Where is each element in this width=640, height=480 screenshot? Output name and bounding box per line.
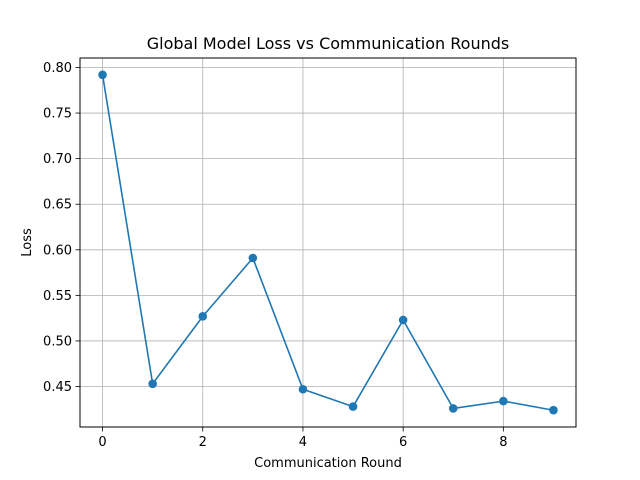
data-point bbox=[398, 315, 408, 325]
series-layer bbox=[98, 70, 558, 415]
y-axis-label: Loss bbox=[20, 228, 35, 257]
y-tick-label: 0.60 bbox=[43, 243, 72, 258]
y-tick-label: 0.70 bbox=[43, 152, 72, 167]
data-point bbox=[248, 253, 258, 263]
data-point bbox=[198, 312, 208, 321]
y-tick-label: 0.55 bbox=[43, 289, 72, 304]
y-tick-label: 0.50 bbox=[43, 334, 72, 349]
data-point bbox=[448, 404, 458, 413]
data-point bbox=[98, 70, 107, 80]
x-tick-label: 2 bbox=[199, 435, 207, 450]
x-tick-label: 6 bbox=[399, 435, 407, 450]
y-tick-label: 0.65 bbox=[43, 198, 72, 213]
x-tick-label: 4 bbox=[299, 435, 307, 450]
y-tick-label: 0.75 bbox=[43, 107, 72, 122]
grid bbox=[80, 58, 576, 427]
y-tick-label: 0.45 bbox=[43, 380, 72, 395]
data-point bbox=[549, 405, 558, 415]
data-point bbox=[499, 396, 508, 406]
data-point bbox=[148, 379, 157, 389]
series-line bbox=[101, 74, 554, 412]
y-tick-label: 0.80 bbox=[43, 61, 72, 76]
plot-frame bbox=[79, 57, 577, 428]
x-tick-label: 8 bbox=[499, 435, 507, 450]
data-point bbox=[298, 384, 308, 394]
chart-title: Global Model Loss vs Communication Round… bbox=[147, 34, 509, 53]
ticks: 0 2 4 6 8 0.45 0.50 0.55 0.60 0.65 0.70 0.75 0.80 bbox=[43, 61, 507, 450]
data-point bbox=[348, 402, 358, 411]
x-tick-label: 0 bbox=[98, 435, 106, 450]
x-axis-label: Communication Round bbox=[254, 456, 402, 471]
